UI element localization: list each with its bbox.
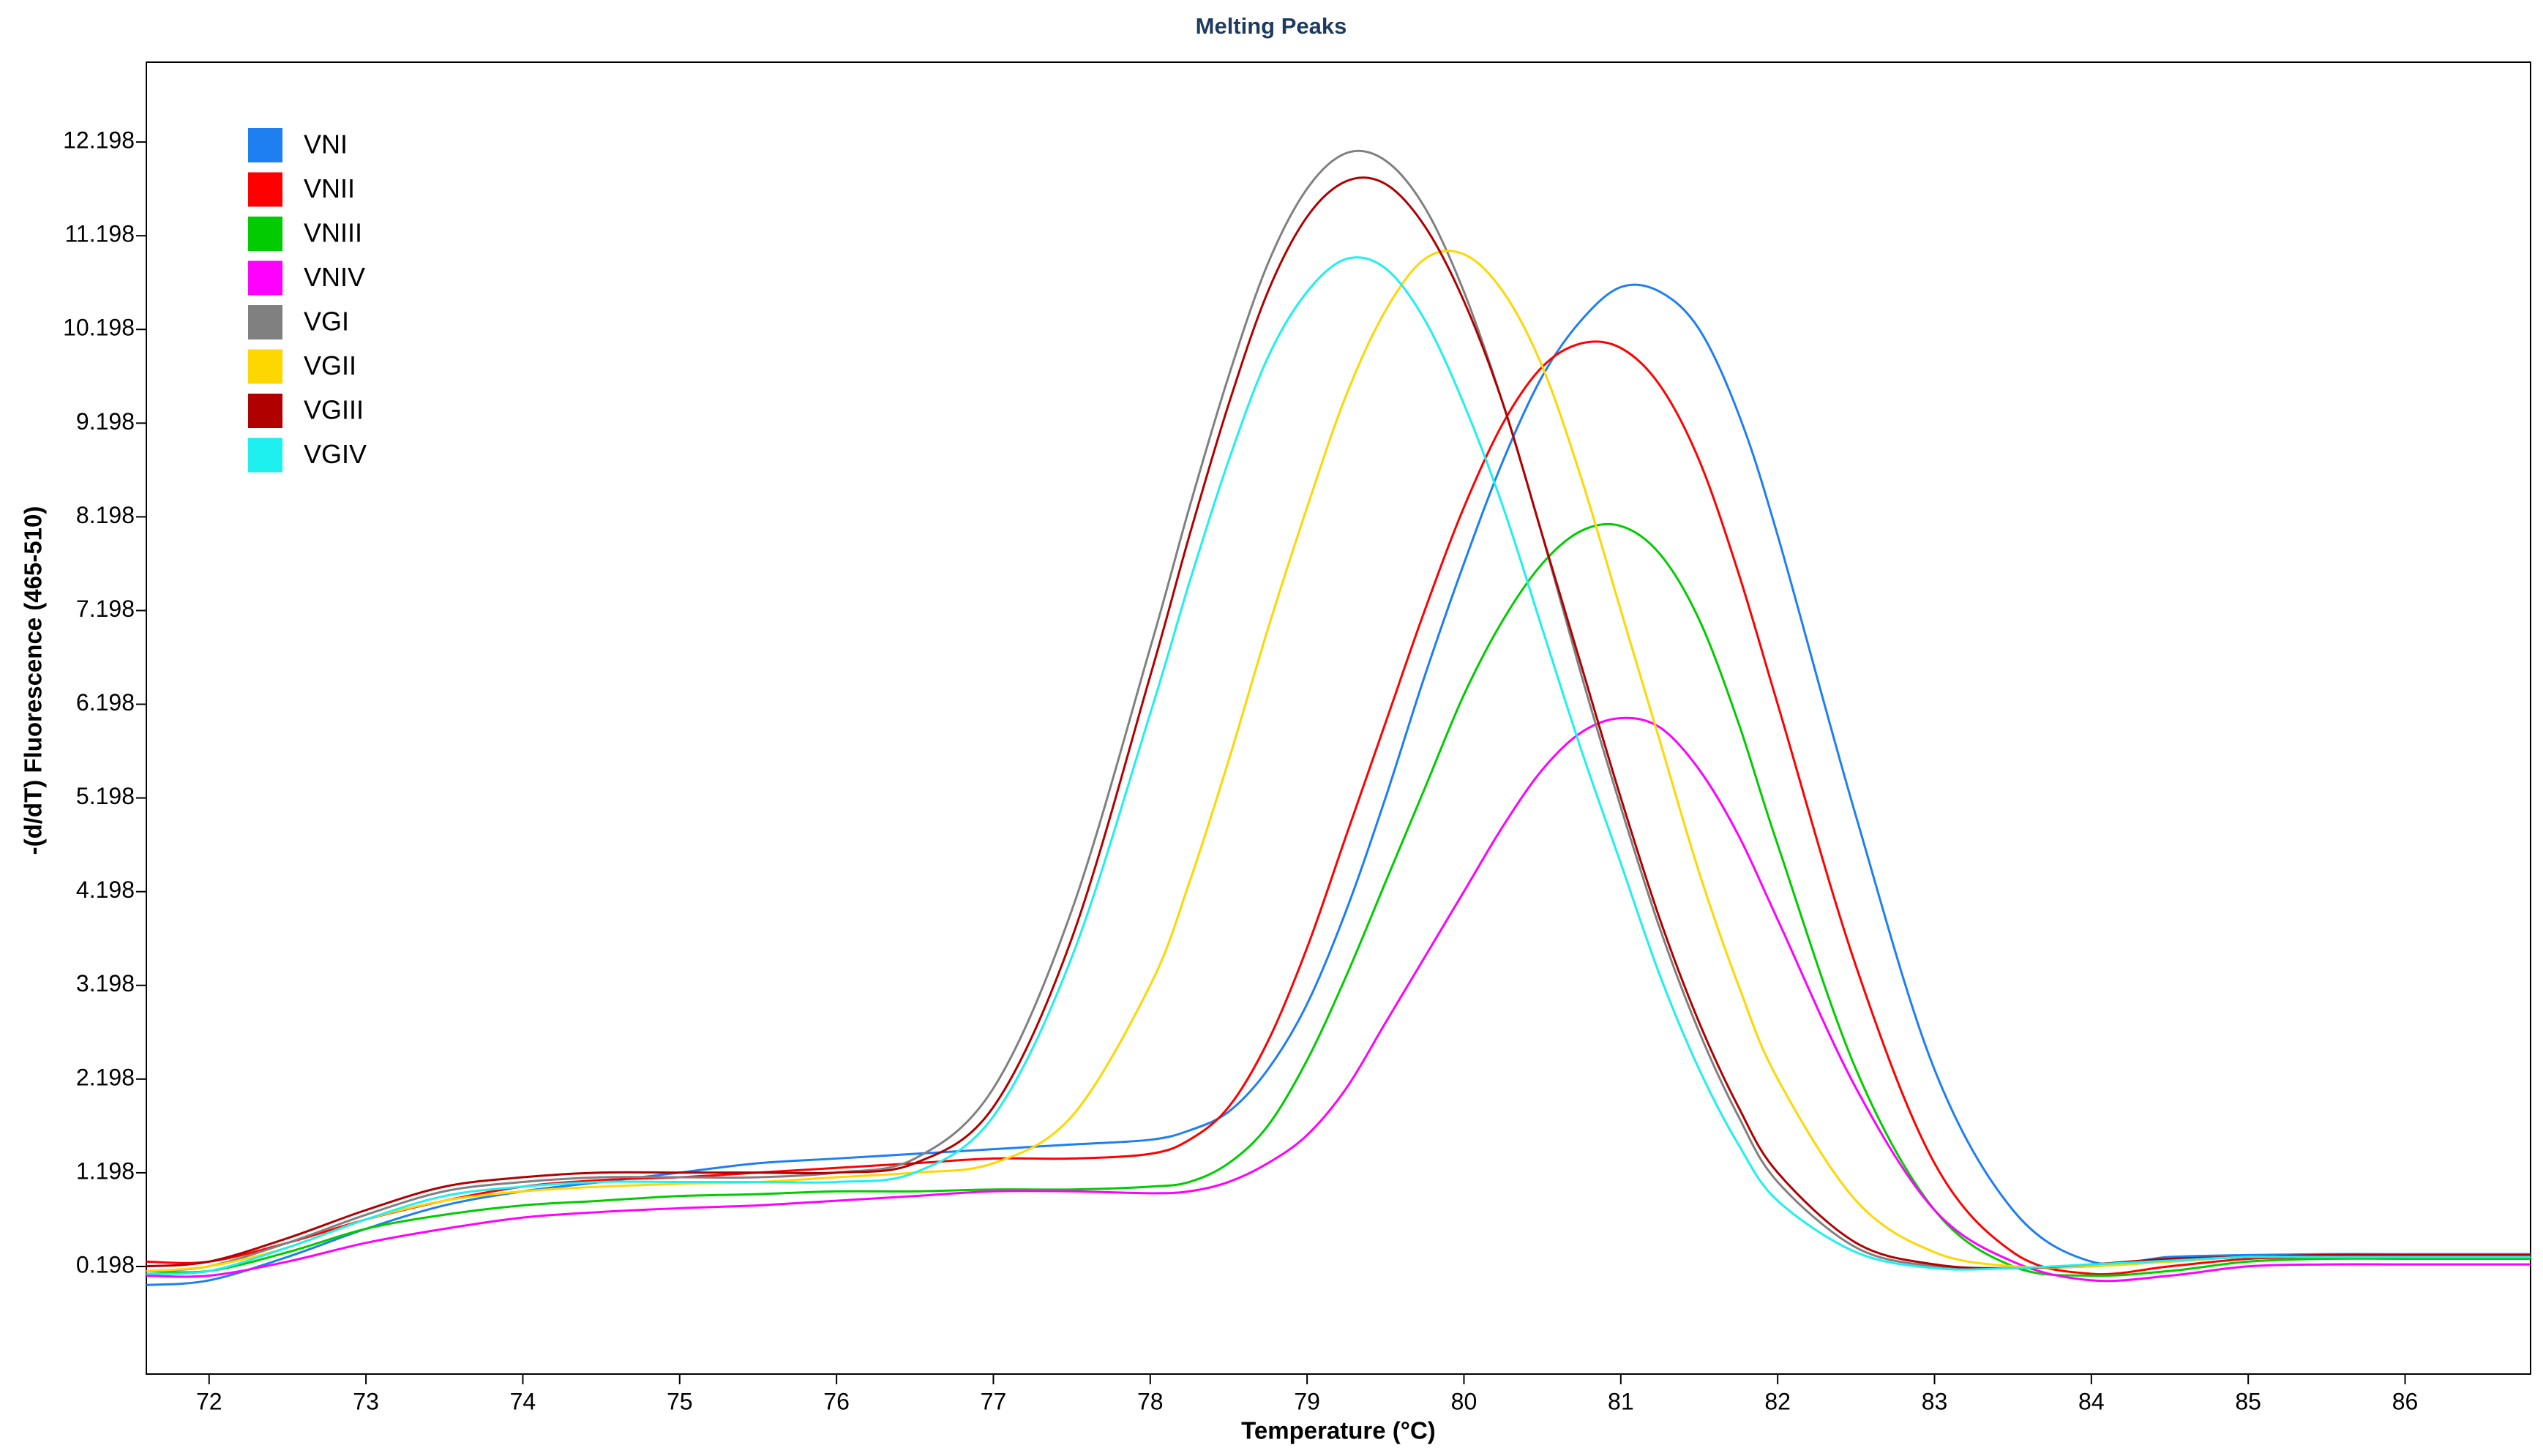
legend-label: VNIII xyxy=(304,218,362,248)
legend-label: VNII xyxy=(304,173,355,203)
y-tick-label: 0.198 xyxy=(76,1251,135,1277)
x-tick-label: 83 xyxy=(1922,1388,1948,1414)
plot-lines xyxy=(146,149,2531,1286)
legend-swatch xyxy=(248,128,282,162)
x-tick-label: 84 xyxy=(2078,1388,2105,1414)
legend-swatch xyxy=(248,349,282,384)
x-tick-label: 79 xyxy=(1294,1388,1320,1414)
y-tick-label: 4.198 xyxy=(76,877,135,903)
legend-swatch xyxy=(248,305,282,339)
x-tick-label: 86 xyxy=(2392,1388,2419,1414)
y-tick-label: 10.198 xyxy=(63,315,135,341)
series-line xyxy=(146,256,2531,1275)
y-tick-label: 2.198 xyxy=(76,1064,135,1090)
y-tick-label: 5.198 xyxy=(76,783,135,809)
x-tick-label: 75 xyxy=(667,1388,693,1414)
series-line xyxy=(146,283,2531,1286)
legend-label: VNI xyxy=(304,130,348,160)
x-tick-label: 77 xyxy=(981,1388,1007,1414)
x-tick-label: 78 xyxy=(1137,1388,1164,1414)
y-tick-label: 3.198 xyxy=(76,970,135,997)
x-tick-label: 81 xyxy=(1608,1388,1634,1414)
y-tick-label: 8.198 xyxy=(76,502,135,528)
x-tick-label: 76 xyxy=(823,1388,850,1414)
y-tick-label: 11.198 xyxy=(65,221,135,247)
x-tick-label: 73 xyxy=(353,1388,379,1414)
legend-swatch xyxy=(248,438,282,473)
x-tick-label: 74 xyxy=(510,1388,536,1414)
y-axis-label: -(d/dT) Fluorescence (465-510) xyxy=(20,506,47,855)
y-tick-label: 1.198 xyxy=(76,1157,135,1184)
y-tick-label: 7.198 xyxy=(76,596,135,622)
legend-swatch xyxy=(248,217,282,251)
x-tick-label: 82 xyxy=(1764,1388,1791,1414)
y-tick-label: 9.198 xyxy=(76,408,135,435)
legend-label: VGII xyxy=(304,350,356,380)
series-line xyxy=(146,716,2531,1283)
chart-title: Melting Peaks xyxy=(1196,13,1347,39)
legend-swatch xyxy=(248,260,282,296)
series-line xyxy=(146,522,2531,1277)
series-line xyxy=(146,249,2531,1272)
legend-label: VGIV xyxy=(304,439,367,469)
legend-label: VNIV xyxy=(304,262,365,292)
legend-label: VGIII xyxy=(304,395,364,425)
x-tick-label: 72 xyxy=(196,1388,222,1414)
legend-swatch xyxy=(248,172,282,207)
plot-frame xyxy=(146,61,2531,1375)
series-line xyxy=(146,176,2531,1269)
legend-label: VGI xyxy=(304,307,349,337)
x-axis-label: Temperature (°C) xyxy=(1241,1417,1436,1444)
y-tick-label: 6.198 xyxy=(76,689,135,716)
x-tick-label: 85 xyxy=(2235,1388,2261,1414)
y-tick-label: 12.198 xyxy=(63,127,135,154)
legend-swatch xyxy=(248,394,282,428)
x-tick-label: 80 xyxy=(1451,1388,1478,1414)
